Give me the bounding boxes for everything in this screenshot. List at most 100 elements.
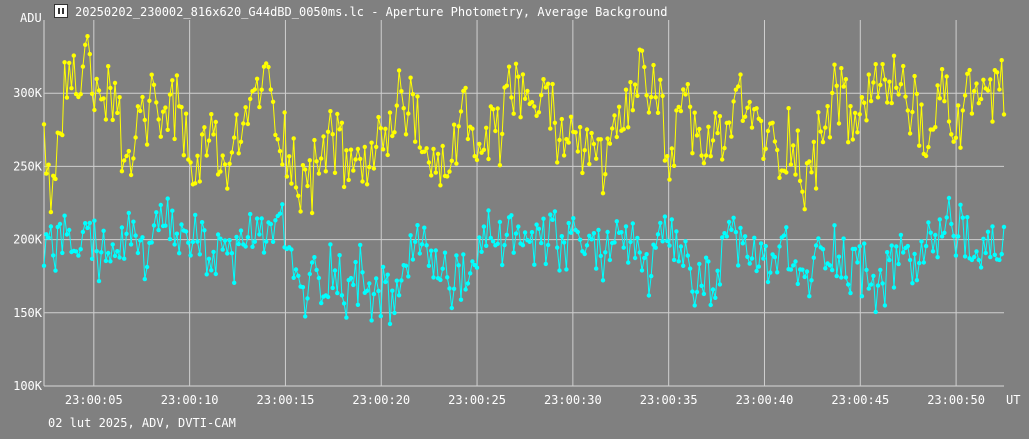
data-point bbox=[341, 184, 347, 190]
data-point bbox=[46, 162, 51, 167]
data-point bbox=[658, 220, 663, 226]
data-point bbox=[474, 265, 480, 270]
app-icon[interactable] bbox=[54, 4, 68, 18]
data-point bbox=[493, 128, 498, 134]
data-point bbox=[179, 104, 184, 110]
data-point bbox=[974, 249, 979, 254]
data-point bbox=[364, 182, 370, 187]
data-point bbox=[550, 217, 555, 222]
data-point bbox=[589, 130, 594, 136]
data-point bbox=[885, 100, 890, 105]
data-point bbox=[749, 125, 755, 130]
data-point bbox=[270, 99, 276, 105]
data-point bbox=[628, 80, 633, 85]
data-point bbox=[577, 124, 583, 130]
data-point bbox=[472, 154, 477, 159]
data-point bbox=[415, 94, 420, 99]
data-point bbox=[465, 136, 471, 142]
data-point bbox=[736, 84, 741, 89]
data-point bbox=[328, 242, 333, 247]
data-point bbox=[390, 288, 395, 293]
data-point bbox=[880, 281, 885, 286]
data-point bbox=[399, 89, 404, 94]
data-point bbox=[62, 60, 67, 65]
data-point bbox=[106, 63, 111, 69]
data-point bbox=[206, 138, 212, 143]
data-point bbox=[220, 247, 225, 252]
data-point bbox=[108, 259, 113, 264]
y-tick-label: 100K bbox=[13, 379, 43, 393]
data-point bbox=[319, 300, 324, 306]
data-point bbox=[868, 282, 874, 287]
data-point bbox=[486, 156, 491, 162]
data-point bbox=[836, 121, 842, 126]
data-point bbox=[124, 153, 129, 159]
data-point bbox=[802, 207, 807, 212]
data-point bbox=[1001, 224, 1007, 230]
data-point bbox=[458, 297, 464, 302]
data-point bbox=[481, 147, 487, 152]
data-point bbox=[62, 213, 67, 218]
data-point bbox=[339, 120, 345, 126]
data-point bbox=[110, 242, 115, 247]
data-point bbox=[268, 221, 273, 227]
data-point bbox=[197, 179, 202, 184]
data-point bbox=[726, 120, 732, 125]
data-point bbox=[862, 100, 867, 106]
data-point bbox=[703, 255, 709, 260]
data-point bbox=[548, 212, 553, 217]
data-point bbox=[204, 272, 209, 277]
data-point bbox=[293, 267, 299, 272]
data-point bbox=[408, 233, 413, 238]
footer-info: 02 lut 2025, ADV, DVTI-CAM bbox=[48, 416, 236, 430]
data-point bbox=[170, 78, 175, 83]
data-point bbox=[358, 156, 363, 162]
data-point bbox=[341, 301, 347, 306]
data-point bbox=[138, 238, 143, 243]
data-point bbox=[775, 147, 780, 153]
data-point bbox=[715, 130, 720, 136]
data-point bbox=[703, 153, 709, 158]
data-point bbox=[135, 250, 141, 256]
data-point bbox=[158, 134, 163, 139]
data-point bbox=[243, 105, 248, 110]
data-point bbox=[823, 125, 828, 130]
data-point bbox=[699, 283, 704, 288]
data-point bbox=[958, 202, 963, 207]
data-point bbox=[408, 75, 413, 80]
data-point bbox=[348, 275, 354, 281]
data-point bbox=[557, 137, 562, 143]
data-point bbox=[138, 108, 143, 114]
data-point bbox=[183, 229, 189, 234]
data-point bbox=[394, 278, 399, 283]
data-point bbox=[550, 81, 555, 87]
data-point bbox=[133, 233, 138, 238]
data-point bbox=[621, 127, 626, 132]
data-point bbox=[545, 242, 551, 248]
data-point bbox=[426, 160, 432, 165]
data-point bbox=[156, 117, 161, 122]
data-point bbox=[857, 244, 862, 249]
data-point bbox=[740, 241, 745, 246]
data-point bbox=[807, 159, 812, 164]
data-point bbox=[809, 278, 814, 283]
data-point bbox=[901, 250, 906, 255]
data-point bbox=[962, 93, 968, 98]
data-point bbox=[644, 252, 649, 257]
data-point bbox=[383, 126, 388, 131]
data-point bbox=[956, 234, 961, 239]
data-point bbox=[99, 250, 104, 255]
data-point bbox=[261, 64, 267, 69]
data-point bbox=[834, 273, 839, 279]
data-point bbox=[834, 83, 839, 89]
data-point bbox=[717, 114, 723, 119]
data-point bbox=[768, 270, 773, 275]
data-point bbox=[392, 310, 397, 316]
data-point bbox=[644, 93, 649, 98]
data-point bbox=[997, 87, 1002, 92]
data-point bbox=[811, 255, 816, 260]
data-point bbox=[566, 140, 571, 145]
data-point bbox=[273, 218, 278, 223]
data-point bbox=[172, 242, 177, 247]
data-point bbox=[245, 121, 251, 127]
